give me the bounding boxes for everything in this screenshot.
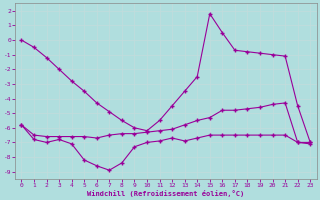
X-axis label: Windchill (Refroidissement éolien,°C): Windchill (Refroidissement éolien,°C) [87,190,244,197]
